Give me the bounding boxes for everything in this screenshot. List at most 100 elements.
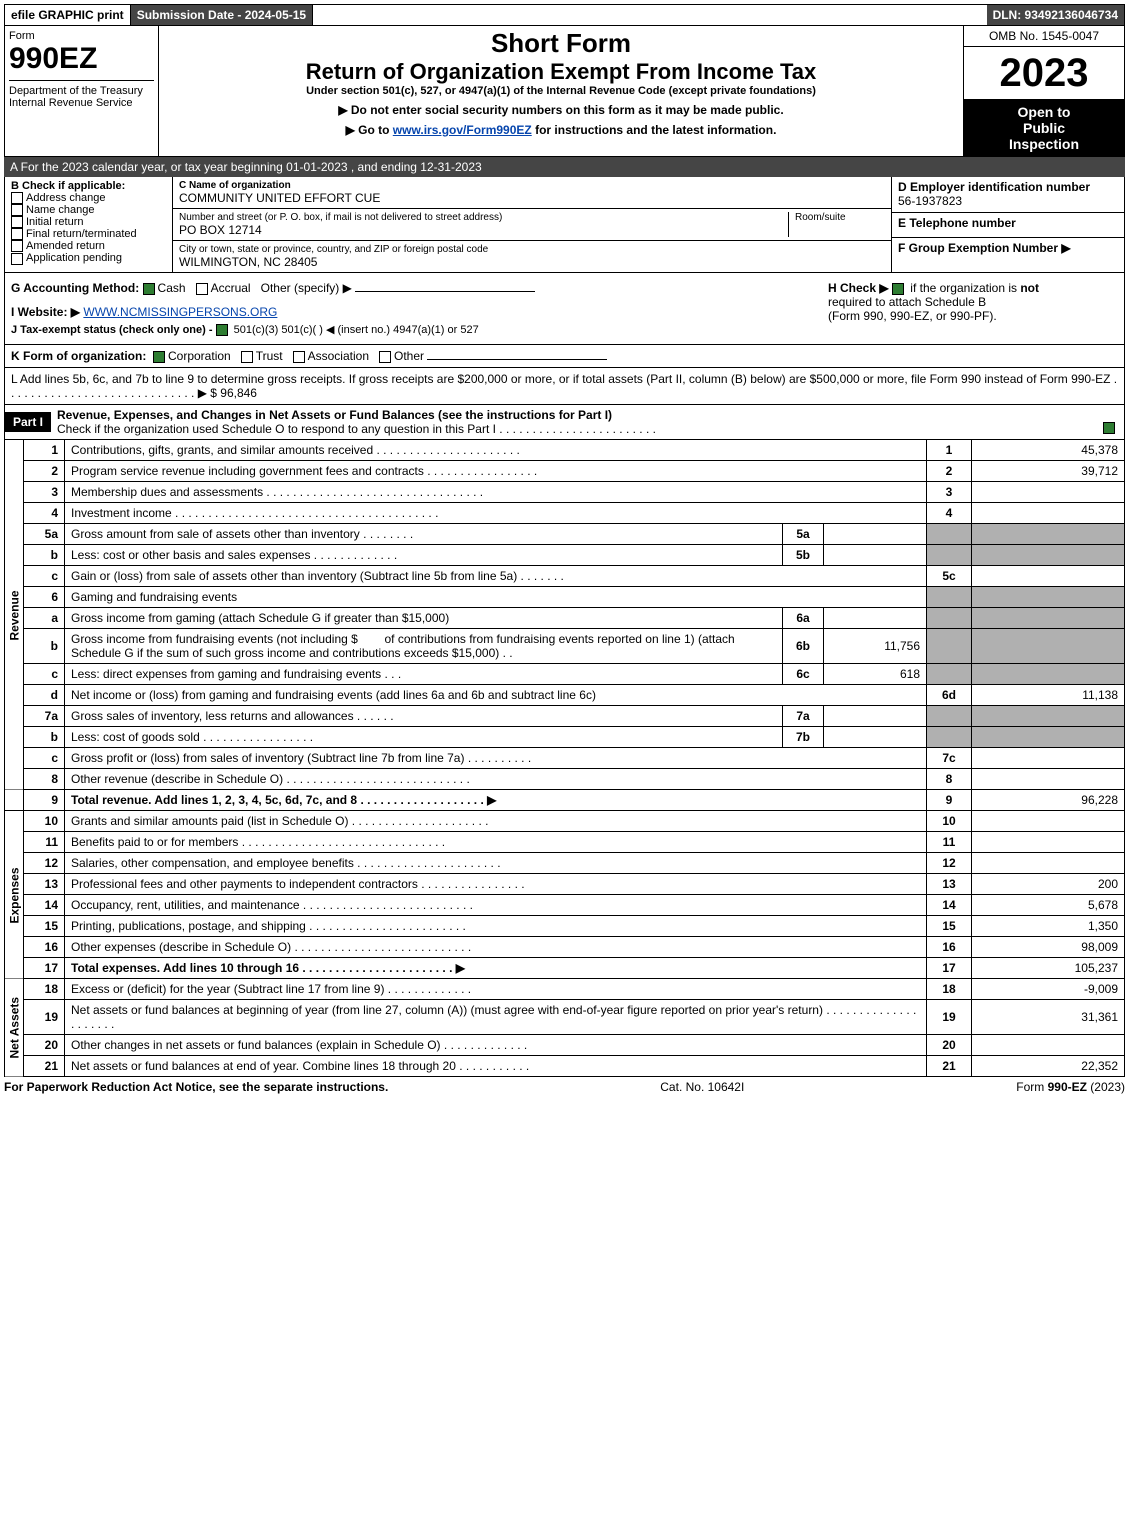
table-row: b Less: cost of goods sold . . . . . . .…: [5, 727, 1125, 748]
line-g: G Accounting Method: Cash Accrual Other …: [11, 281, 816, 295]
table-row: c Gross profit or (loss) from sales of i…: [5, 748, 1125, 769]
line-text: Benefits paid to or for members: [71, 835, 238, 849]
line-num: d: [24, 685, 65, 706]
part-i-title: Revenue, Expenses, and Changes in Net As…: [51, 405, 1124, 439]
checkbox-checked-icon[interactable]: [216, 324, 228, 336]
checkbox-icon[interactable]: [293, 351, 305, 363]
g-other-blank[interactable]: [355, 291, 535, 292]
line-num: c: [24, 566, 65, 587]
sub-value: 11,756: [824, 629, 927, 664]
ref-col: 6d: [927, 685, 972, 706]
amount: 98,009: [972, 937, 1125, 958]
grey-amt: [972, 727, 1125, 748]
b-opt-final[interactable]: Final return/terminated: [11, 228, 166, 240]
checkbox-icon[interactable]: [11, 253, 23, 265]
line-num: 7a: [24, 706, 65, 727]
form-number: 990EZ: [9, 42, 154, 76]
line-text: Gross sales of inventory, less returns a…: [71, 709, 354, 723]
checkbox-checked-icon[interactable]: [1103, 422, 1115, 434]
grey-amt: [972, 608, 1125, 629]
k-other: Other: [394, 349, 424, 363]
footer-right-post: (2023): [1087, 1080, 1125, 1094]
line-text: Net assets or fund balances at end of ye…: [71, 1059, 456, 1073]
ref-col: 16: [927, 937, 972, 958]
line-text: Gain or (loss) from sale of assets other…: [71, 569, 517, 583]
checkbox-icon[interactable]: [11, 192, 23, 204]
no-ssn-line: ▶ Do not enter social security numbers o…: [163, 103, 959, 117]
checkbox-icon[interactable]: [11, 216, 23, 228]
line-num: 13: [24, 874, 65, 895]
line-num: 17: [24, 958, 65, 979]
b-opt-label: Address change: [26, 192, 106, 204]
k-other-blank[interactable]: [427, 359, 607, 360]
amount: [972, 503, 1125, 524]
dln: DLN: 93492136046734: [987, 5, 1124, 25]
checkbox-icon[interactable]: [11, 228, 23, 240]
line-l: L Add lines 5b, 6c, and 7b to line 9 to …: [4, 368, 1125, 405]
line-num: b: [24, 545, 65, 566]
b-opt-address[interactable]: Address change: [11, 192, 166, 204]
ref-col: 13: [927, 874, 972, 895]
line-text: Program service revenue including govern…: [71, 464, 424, 478]
part-i-badge: Part I: [5, 412, 51, 432]
checkbox-checked-icon[interactable]: [892, 283, 904, 295]
line-text: Net income or (loss) from gaming and fun…: [71, 688, 596, 702]
table-row: Revenue 1 Contributions, gifts, grants, …: [5, 440, 1125, 461]
insp3: Inspection: [1009, 136, 1079, 152]
amount: [972, 832, 1125, 853]
amount: 105,237: [972, 958, 1125, 979]
sub-value: 618: [824, 664, 927, 685]
efile-print[interactable]: efile GRAPHIC print: [5, 5, 131, 25]
j-label: J Tax-exempt status (check only one) -: [11, 324, 213, 336]
line-num: 5a: [24, 524, 65, 545]
line-num: 15: [24, 916, 65, 937]
website-link[interactable]: WWW.NCMISSINGPERSONS.ORG: [83, 305, 277, 319]
sub-label: 7a: [783, 706, 824, 727]
checkbox-icon[interactable]: [11, 204, 23, 216]
checkbox-icon[interactable]: [196, 283, 208, 295]
line-text: Other revenue (describe in Schedule O): [71, 772, 283, 786]
ref-col: 2: [927, 461, 972, 482]
table-row: a Gross income from gaming (attach Sched…: [5, 608, 1125, 629]
grey-amt: [972, 545, 1125, 566]
ref-col: 12: [927, 853, 972, 874]
under-section: Under section 501(c), 527, or 4947(a)(1)…: [163, 85, 959, 97]
checkbox-checked-icon[interactable]: [153, 351, 165, 363]
b-opt-amended[interactable]: Amended return: [11, 240, 166, 252]
line-num: 2: [24, 461, 65, 482]
table-row: 8 Other revenue (describe in Schedule O)…: [5, 769, 1125, 790]
sub-value: [824, 608, 927, 629]
line-text: Excess or (deficit) for the year (Subtra…: [71, 982, 384, 996]
table-row: b Gross income from fundraising events (…: [5, 629, 1125, 664]
b-opt-pending[interactable]: Application pending: [11, 252, 166, 264]
line-text: Other expenses (describe in Schedule O): [71, 940, 291, 954]
amount: 96,228: [972, 790, 1125, 811]
grey-ref: [927, 706, 972, 727]
table-row: 2 Program service revenue including gove…: [5, 461, 1125, 482]
checkbox-icon[interactable]: [11, 240, 23, 252]
grey-amt: [972, 587, 1125, 608]
sub-value: [824, 524, 927, 545]
ref-col: 3: [927, 482, 972, 503]
b-opt-name[interactable]: Name change: [11, 204, 166, 216]
sub-value: [824, 706, 927, 727]
ref-col: 5c: [927, 566, 972, 587]
grey-ref: [927, 727, 972, 748]
b-opt-initial[interactable]: Initial return: [11, 216, 166, 228]
k-assoc: Association: [308, 349, 369, 363]
footer-right: Form 990-EZ (2023): [1016, 1080, 1125, 1094]
g-accrual: Accrual: [211, 281, 251, 295]
checkbox-checked-icon[interactable]: [143, 283, 155, 295]
table-row: 6 Gaming and fundraising events: [5, 587, 1125, 608]
j-rest: 501(c)(3) 501(c)( ) ◀ (insert no.) 4947(…: [234, 324, 479, 336]
goto-link[interactable]: www.irs.gov/Form990EZ: [393, 123, 532, 137]
checkbox-icon[interactable]: [379, 351, 391, 363]
checkbox-icon[interactable]: [241, 351, 253, 363]
amount: 22,352: [972, 1056, 1125, 1077]
amount: [972, 482, 1125, 503]
header-left: Form 990EZ Department of the Treasury In…: [5, 26, 159, 156]
b-opt-label: Application pending: [26, 252, 122, 264]
grey-amt: [972, 664, 1125, 685]
amount: [972, 566, 1125, 587]
line-text: Less: direct expenses from gaming and fu…: [71, 667, 381, 681]
